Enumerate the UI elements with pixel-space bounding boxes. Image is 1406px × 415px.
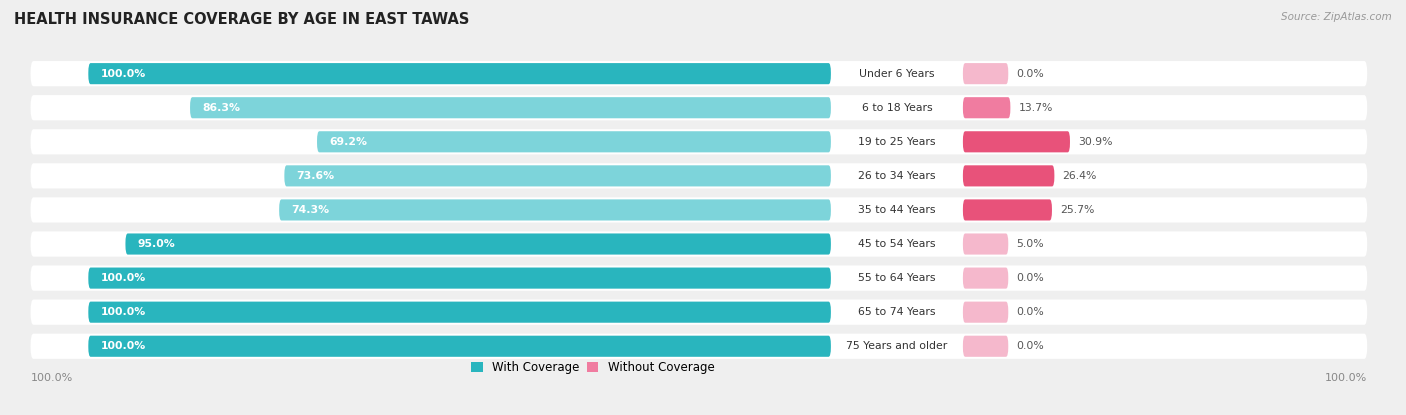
Text: 6 to 18 Years: 6 to 18 Years [862,103,932,113]
FancyBboxPatch shape [190,97,831,118]
Text: 30.9%: 30.9% [1078,137,1112,147]
Text: 100.0%: 100.0% [31,373,73,383]
Text: 100.0%: 100.0% [1324,373,1367,383]
Text: 95.0%: 95.0% [138,239,176,249]
Text: 13.7%: 13.7% [1018,103,1053,113]
FancyBboxPatch shape [31,334,1367,359]
FancyBboxPatch shape [31,95,1367,120]
Text: 100.0%: 100.0% [101,307,146,317]
Text: 75 Years and older: 75 Years and older [846,341,948,351]
FancyBboxPatch shape [31,61,1367,86]
FancyBboxPatch shape [89,63,831,84]
Text: 26 to 34 Years: 26 to 34 Years [858,171,935,181]
Text: 19 to 25 Years: 19 to 25 Years [858,137,935,147]
Text: 35 to 44 Years: 35 to 44 Years [858,205,935,215]
Text: 0.0%: 0.0% [1017,273,1045,283]
FancyBboxPatch shape [316,131,831,152]
FancyBboxPatch shape [89,268,831,289]
Text: 65 to 74 Years: 65 to 74 Years [858,307,935,317]
Text: 100.0%: 100.0% [101,68,146,79]
FancyBboxPatch shape [31,266,1367,290]
FancyBboxPatch shape [89,302,831,323]
Text: 0.0%: 0.0% [1017,68,1045,79]
Text: 100.0%: 100.0% [101,273,146,283]
FancyBboxPatch shape [89,336,831,357]
Text: 69.2%: 69.2% [329,137,367,147]
FancyBboxPatch shape [963,336,1008,357]
Text: 25.7%: 25.7% [1060,205,1095,215]
Text: HEALTH INSURANCE COVERAGE BY AGE IN EAST TAWAS: HEALTH INSURANCE COVERAGE BY AGE IN EAST… [14,12,470,27]
Text: 0.0%: 0.0% [1017,341,1045,351]
FancyBboxPatch shape [31,163,1367,188]
Text: 26.4%: 26.4% [1063,171,1097,181]
Text: 74.3%: 74.3% [291,205,329,215]
Text: 73.6%: 73.6% [297,171,335,181]
FancyBboxPatch shape [963,97,1011,118]
FancyBboxPatch shape [284,165,831,186]
Text: Under 6 Years: Under 6 Years [859,68,935,79]
FancyBboxPatch shape [31,300,1367,325]
FancyBboxPatch shape [963,131,1070,152]
FancyBboxPatch shape [963,268,1008,289]
Text: Source: ZipAtlas.com: Source: ZipAtlas.com [1281,12,1392,22]
FancyBboxPatch shape [963,199,1052,220]
FancyBboxPatch shape [31,198,1367,222]
Text: 0.0%: 0.0% [1017,307,1045,317]
FancyBboxPatch shape [963,302,1008,323]
FancyBboxPatch shape [963,63,1008,84]
Text: 86.3%: 86.3% [202,103,240,113]
FancyBboxPatch shape [963,234,1008,254]
Text: 100.0%: 100.0% [101,341,146,351]
FancyBboxPatch shape [31,129,1367,154]
Text: 5.0%: 5.0% [1017,239,1045,249]
FancyBboxPatch shape [125,234,831,254]
Legend: With Coverage, Without Coverage: With Coverage, Without Coverage [471,361,714,374]
FancyBboxPatch shape [31,232,1367,256]
FancyBboxPatch shape [963,165,1054,186]
Text: 55 to 64 Years: 55 to 64 Years [858,273,935,283]
Text: 45 to 54 Years: 45 to 54 Years [858,239,935,249]
FancyBboxPatch shape [280,199,831,220]
